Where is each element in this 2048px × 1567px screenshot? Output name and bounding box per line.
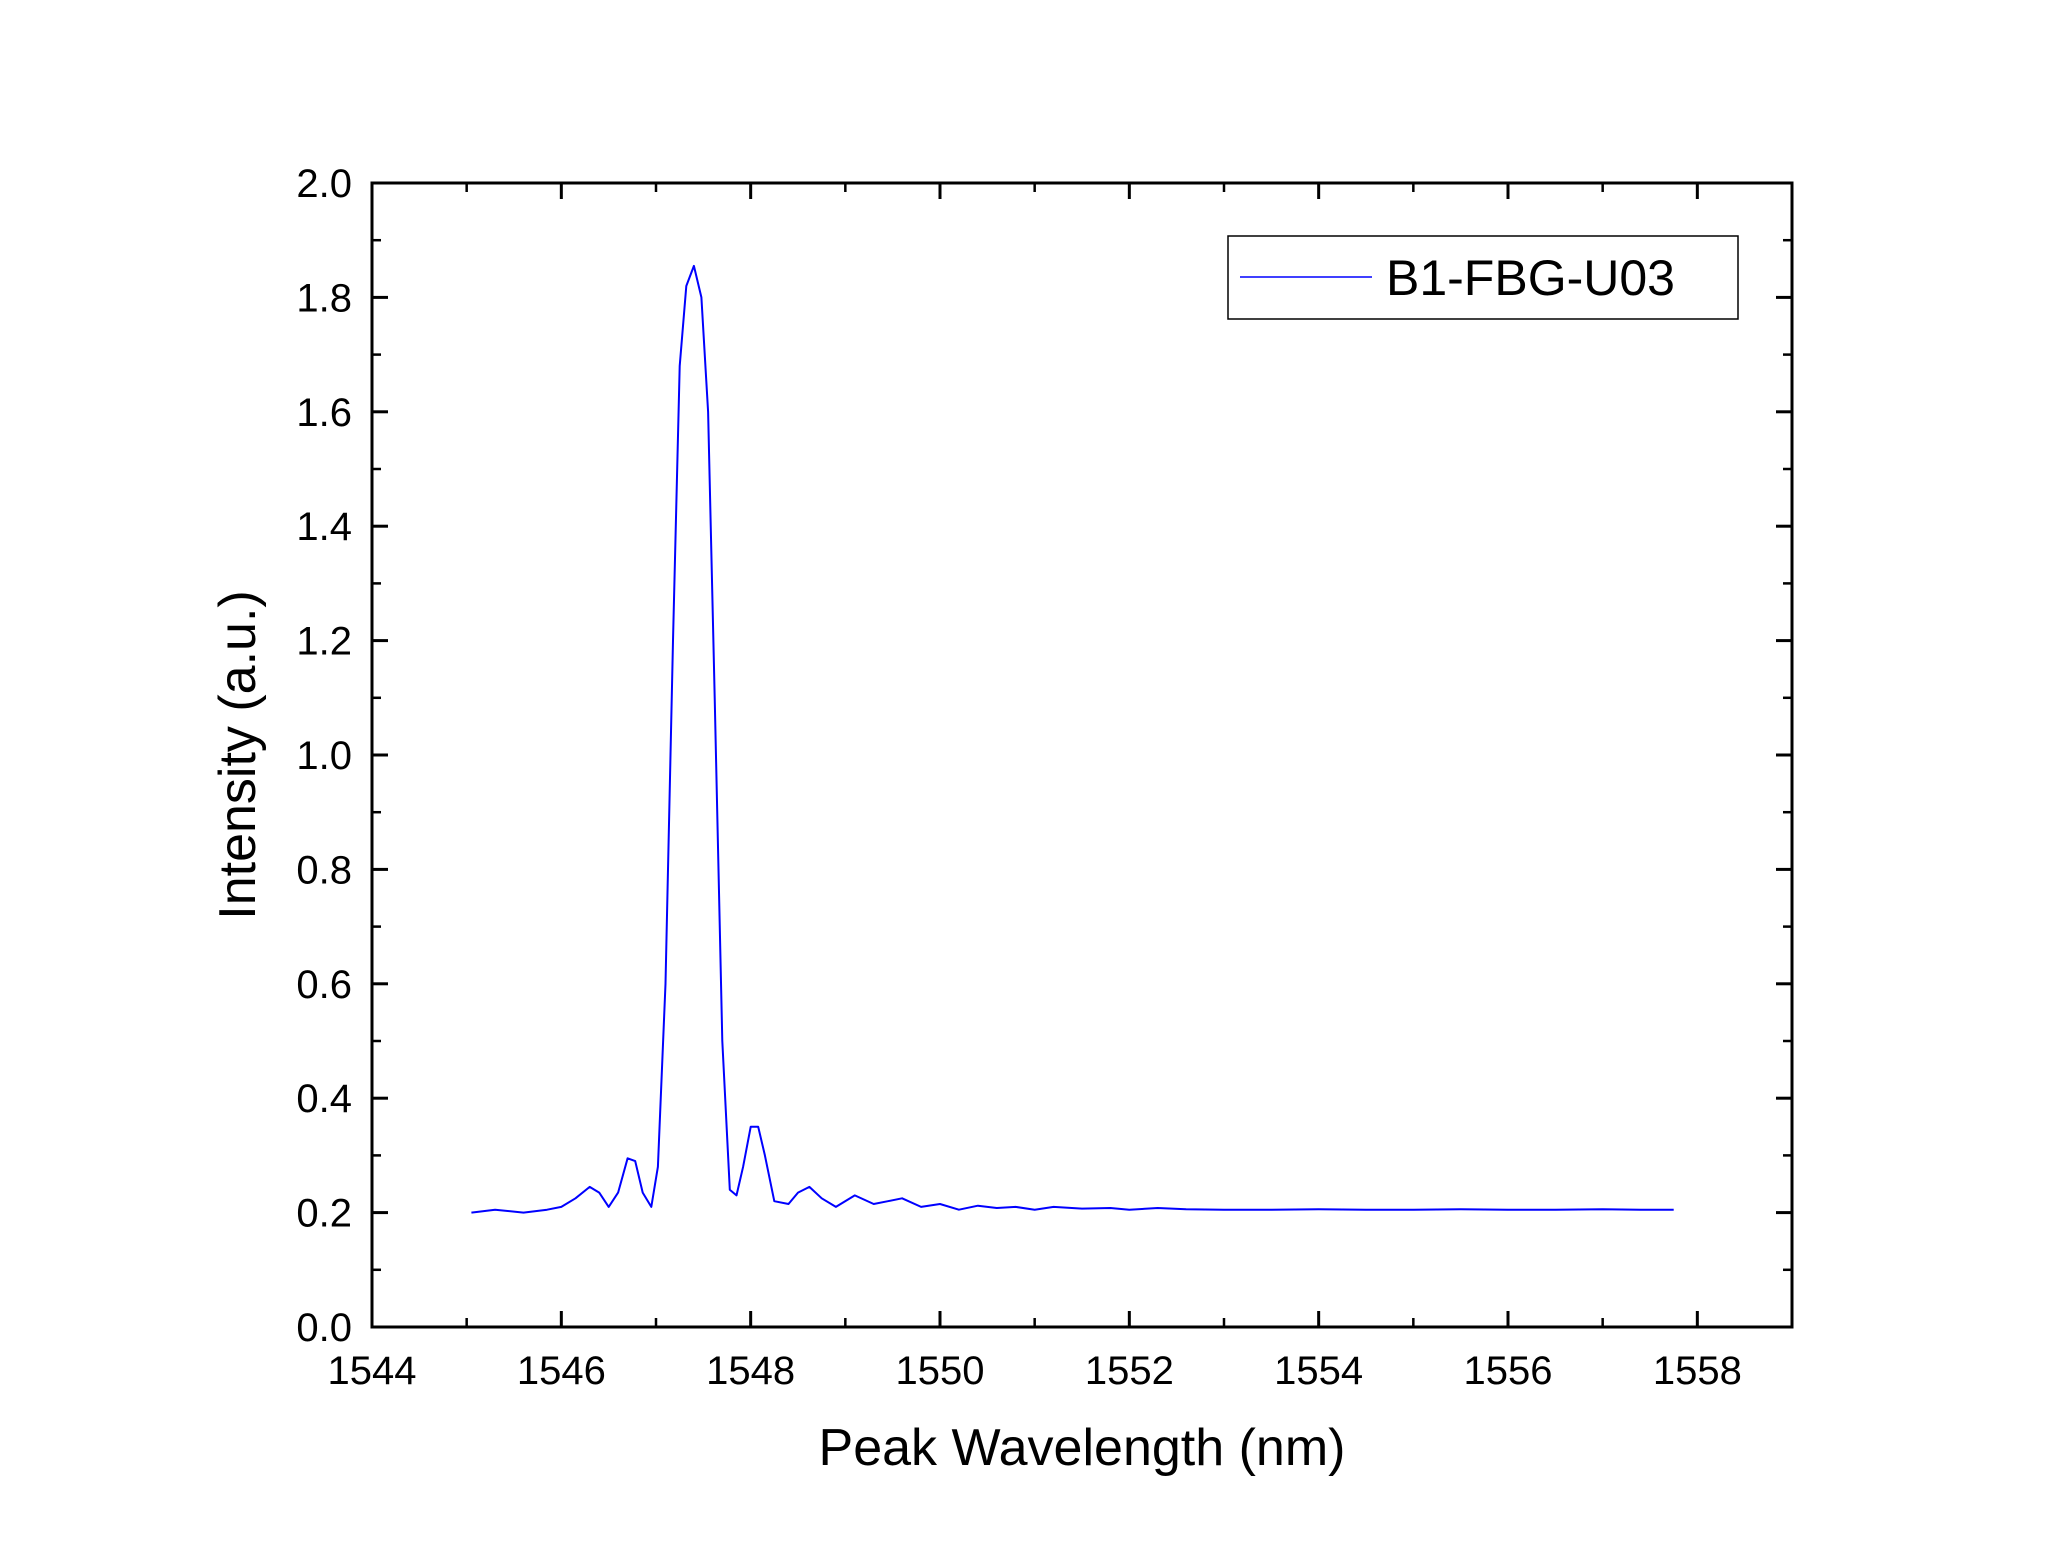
x-tick-label: 1550 — [896, 1349, 985, 1393]
x-tick-label: 1556 — [1464, 1349, 1553, 1393]
series-line-b1-fbg-u03 — [471, 264, 1674, 1214]
y-tick-label: 1.0 — [296, 734, 352, 778]
series-layer — [471, 264, 1674, 1214]
y-tick-label: 1.2 — [296, 620, 352, 664]
y-tick-label: 1.6 — [296, 391, 352, 435]
x-axis-ticks: 1544 1546 1548 1550 1552 1554 1556 1558 — [328, 183, 1742, 1393]
y-tick-label: 0.4 — [296, 1077, 352, 1121]
x-tick-label: 1544 — [328, 1349, 417, 1393]
y-axis-title: Intensity (a.u.) — [209, 590, 267, 919]
y-axis-ticks: 0.0 0.2 0.4 0.6 0.8 1.0 1.2 1.4 1.6 1.8 2.0 — [296, 162, 1792, 1350]
plot-area-frame — [370, 181, 1794, 1329]
x-tick-label: 1552 — [1085, 1349, 1174, 1393]
y-tick-label: 0.2 — [296, 1192, 352, 1236]
x-axis-title: Peak Wavelength (nm) — [819, 1419, 1346, 1477]
x-tick-label: 1558 — [1653, 1349, 1742, 1393]
y-tick-label: 0.6 — [296, 963, 352, 1007]
y-tick-label: 1.8 — [296, 276, 352, 320]
y-tick-label: 0.8 — [296, 848, 352, 892]
x-tick-label: 1546 — [517, 1349, 606, 1393]
y-tick-label: 0.0 — [296, 1306, 352, 1350]
x-tick-label: 1548 — [706, 1349, 795, 1393]
legend: B1-FBG-U03 — [1227, 235, 1739, 320]
x-tick-label: 1554 — [1274, 1349, 1363, 1393]
y-tick-label: 2.0 — [296, 162, 352, 206]
legend-label-b1-fbg-u03: B1-FBG-U03 — [1386, 250, 1675, 306]
y-tick-label: 1.4 — [296, 505, 352, 549]
